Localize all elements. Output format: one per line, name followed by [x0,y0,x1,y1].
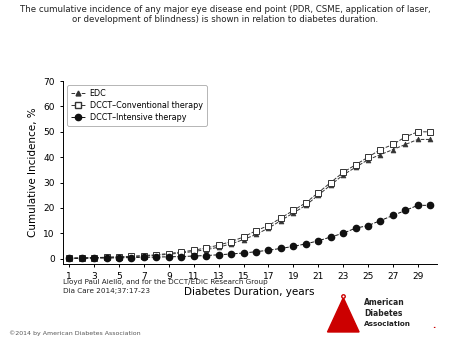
Text: The cumulative incidence of any major eye disease end point (PDR, CSME, applicat: The cumulative incidence of any major ey… [20,5,430,14]
Text: Lloyd Paul Aiello, and for the DCCT/EDIC Research Group: Lloyd Paul Aiello, and for the DCCT/EDIC… [63,279,268,285]
Text: or development of blindness) is shown in relation to diabetes duration.: or development of blindness) is shown in… [72,15,378,24]
X-axis label: Diabetes Duration, years: Diabetes Duration, years [184,287,315,296]
Text: ©2014 by American Diabetes Association: ©2014 by American Diabetes Association [9,331,140,336]
Text: Dia Care 2014;37:17-23: Dia Care 2014;37:17-23 [63,288,150,294]
Text: Association: Association [364,320,411,327]
Legend: EDC, DCCT–Conventional therapy, DCCT–Intensive therapy: EDC, DCCT–Conventional therapy, DCCT–Int… [67,85,207,126]
Text: .: . [432,320,435,330]
Y-axis label: Cumulative Incidence, %: Cumulative Incidence, % [27,107,38,237]
Polygon shape [328,298,359,332]
Text: American: American [364,298,405,307]
Text: Diabetes: Diabetes [364,309,402,318]
